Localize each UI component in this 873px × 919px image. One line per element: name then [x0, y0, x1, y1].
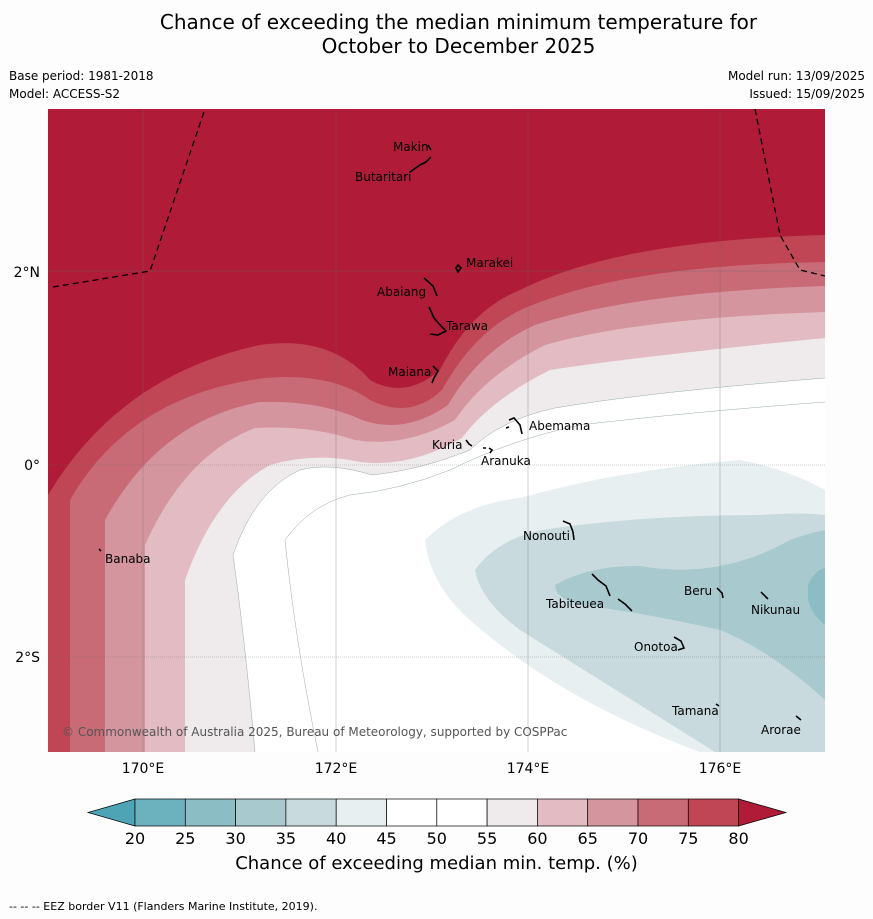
latitude-labels: 2°N 0° 2°S [14, 265, 41, 666]
island-tarawa [428, 306, 448, 336]
colorbar-bin-40_45 [335, 798, 387, 827]
colorbar-bin-70_75 [637, 798, 689, 827]
place-labels: Makin Butaritari Marakei Abaiang Tarawa … [105, 140, 801, 737]
model-run: Model run: 13/09/2025 [727, 69, 865, 83]
label-makin: Makin [393, 140, 429, 154]
colorbar-tick-label: 30 [225, 829, 245, 848]
lon-label-174e: 174°E [507, 761, 550, 777]
island-nonouti [562, 520, 575, 541]
colorbar-bin-50_55 [436, 798, 488, 827]
lon-label-176e: 176°E [699, 761, 742, 777]
colorbar-tick-label: 60 [527, 829, 547, 848]
band-25-30 [808, 568, 825, 625]
label-maiana: Maiana [388, 365, 431, 379]
colorbar-bin-45_50 [386, 798, 438, 827]
label-marakei: Marakei [466, 256, 513, 270]
longitude-labels: 170°E 172°E 174°E 176°E [122, 761, 742, 777]
colorbar-tick-label: 70 [628, 829, 648, 848]
map-title: Chance of exceeding the median minimum t… [0, 10, 873, 58]
label-onotoa: Onotoa [634, 640, 678, 654]
probability-field [48, 109, 825, 752]
label-tamana: Tamana [671, 704, 719, 718]
island-arorae [795, 715, 802, 721]
colorbar-bin-75_80 [687, 798, 739, 827]
title-line-2: October to December 2025 [321, 34, 596, 58]
colorbar: 20 25 30 35 40 45 50 55 60 65 70 75 80 [86, 798, 788, 848]
island-banaba [98, 548, 102, 552]
legend-title: Chance of exceeding median min. temp. (%… [235, 853, 638, 874]
lon-label-172e: 172°E [315, 761, 358, 777]
label-beru: Beru [684, 584, 712, 598]
island-marakei [455, 263, 463, 274]
label-arorae: Arorae [761, 723, 801, 737]
title-line-1: Chance of exceeding the median minimum t… [159, 10, 758, 34]
colorbar-bin-55_60 [486, 798, 538, 827]
label-abemama: Abemama [529, 419, 590, 433]
label-tarawa: Tarawa [445, 319, 488, 333]
graticule [48, 109, 825, 752]
lat-label-2n: 2°N [14, 265, 40, 281]
colorbar-tick-label: 65 [578, 829, 598, 848]
colorbar-extend-low [86, 798, 136, 827]
colorbar-tick-label: 25 [175, 829, 195, 848]
island-beru [716, 587, 724, 599]
label-tabiteuea: Tabiteuea [545, 597, 604, 611]
copyright-notice: © Commonwealth of Australia 2025, Bureau… [62, 725, 567, 739]
colorbar-bin-20_25 [134, 798, 186, 827]
colorbar-bin-25_30 [184, 798, 236, 827]
band-30-35 [555, 530, 825, 700]
base-period: Base period: 1981-2018 [9, 69, 154, 83]
label-aranuka: Aranuka [481, 454, 531, 468]
island-makin [427, 144, 432, 151]
island-abaiang [423, 277, 438, 297]
colorbar-tick-label: 35 [276, 829, 296, 848]
island-nikunau [760, 591, 769, 600]
meta-left: Base period: 1981-2018 Model: ACCESS-S2 [9, 67, 154, 103]
island-onotoa [673, 636, 686, 651]
colorbar-tick-label: 50 [427, 829, 447, 848]
island-tabiteuea [591, 573, 633, 612]
label-banaba: Banaba [105, 552, 151, 566]
lat-label-0: 0° [24, 458, 40, 474]
colorbar-tick-label: 40 [326, 829, 346, 848]
colorbar-bin-60_65 [537, 798, 589, 827]
island-tamana [715, 703, 720, 707]
eez-border [52, 108, 826, 288]
colorbar-tick-label: 20 [125, 829, 145, 848]
colorbar-tick-label: 55 [477, 829, 497, 848]
eez-footnote: -- -- -- EEZ border V11 (Flanders Marine… [9, 900, 318, 913]
model-name: Model: ACCESS-S2 [9, 87, 121, 101]
colorbar-bin-65_70 [587, 798, 639, 827]
issued-date: Issued: 15/09/2025 [749, 87, 865, 101]
island-aranuka [483, 447, 494, 454]
island-abemama [505, 417, 523, 435]
label-butaritari: Butaritari [355, 170, 412, 184]
island-maiana [431, 365, 439, 384]
colorbar-tick-label: 80 [728, 829, 748, 848]
lon-label-170e: 170°E [122, 761, 165, 777]
colorbar-tick-label: 45 [376, 829, 396, 848]
colorbar-bin-30_35 [235, 798, 287, 827]
label-kuria: Kuria [432, 438, 463, 452]
label-nikunau: Nikunau [751, 603, 800, 617]
islands [98, 144, 802, 721]
meta-right: Model run: 13/09/2025 Issued: 15/09/2025 [728, 67, 865, 103]
label-nonouti: Nonouti [523, 529, 570, 543]
island-kuria [465, 439, 473, 447]
colorbar-tick-label: 75 [678, 829, 698, 848]
label-abaiang: Abaiang [377, 285, 426, 299]
contour-lines [232, 377, 825, 752]
lat-label-2s: 2°S [15, 650, 40, 666]
colorbar-extend-high [738, 798, 788, 827]
island-butaritari [409, 156, 432, 173]
colorbar-bin-35_40 [285, 798, 337, 827]
